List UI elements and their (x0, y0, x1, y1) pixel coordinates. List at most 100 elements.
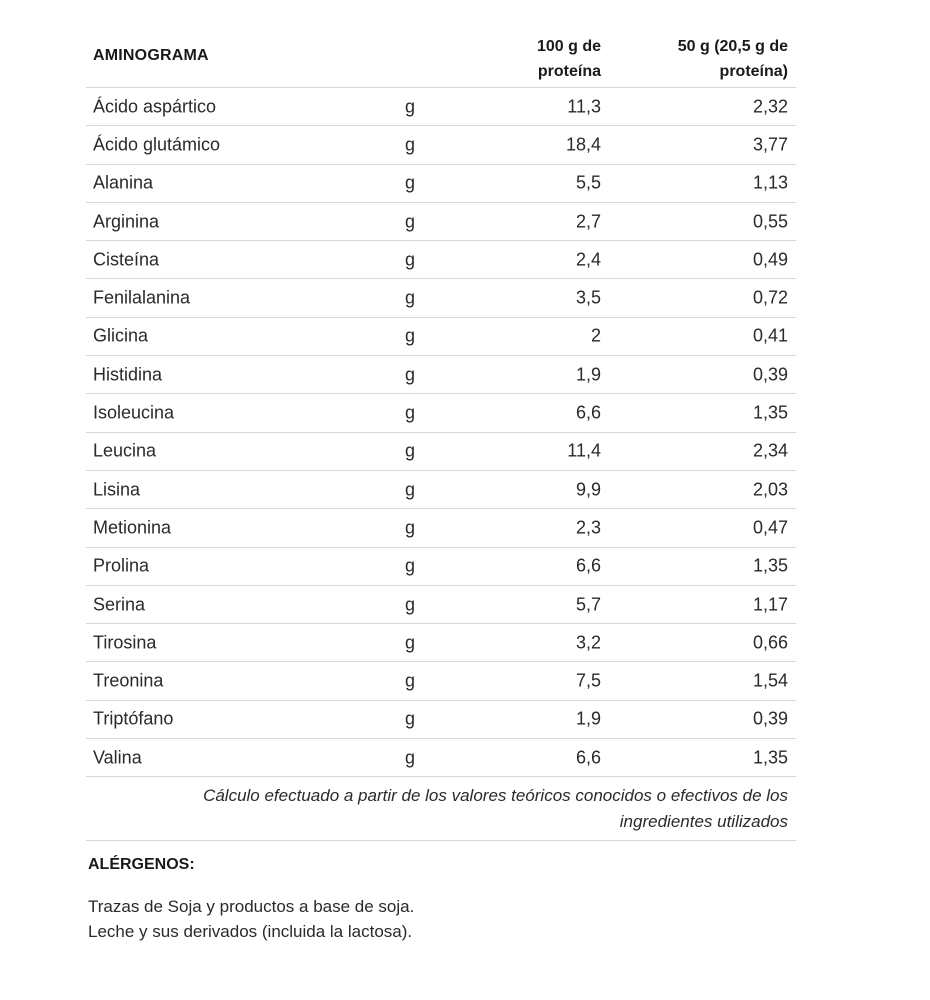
value-per-50g: 0,39 (752, 708, 788, 729)
value-per-100g: 11,3 (567, 96, 601, 117)
value-per-50g: 0,49 (752, 249, 788, 270)
table-row: Histidina g 1,9 0,39 (86, 356, 796, 395)
value-per-50g: 1,54 (752, 670, 788, 691)
value-per-50g: 0,39 (752, 364, 788, 385)
column-header-50g-line2: proteína) (719, 63, 788, 80)
table-row: Ácido aspártico g 11,3 2,32 (86, 88, 796, 127)
amino-acid-name: Triptófano (93, 708, 174, 729)
unit-cell: g (405, 632, 416, 653)
table-row: Lisina g 9,9 2,03 (86, 471, 796, 510)
value-per-100g: 11,4 (567, 440, 601, 461)
aminograma-table: AMINOGRAMA 100 g de proteína 50 g (20,5 … (86, 28, 796, 842)
value-per-100g: 6,6 (575, 747, 601, 768)
amino-acid-name: Tirosina (93, 632, 157, 653)
footnote-row: Cálculo efectuado a partir de los valore… (86, 777, 796, 842)
table-row: Triptófano g 1,9 0,39 (86, 701, 796, 740)
value-per-50g: 1,35 (752, 747, 788, 768)
unit-cell: g (405, 287, 416, 308)
value-per-100g: 3,5 (575, 287, 601, 308)
value-per-50g: 3,77 (752, 134, 788, 155)
column-header-100g-line2: proteína (537, 63, 601, 80)
amino-acid-name: Alanina (93, 172, 154, 193)
value-per-100g: 1,9 (575, 364, 601, 385)
amino-acid-name: Cisteína (93, 249, 160, 270)
allergens-title: ALÉRGENOS: (88, 856, 195, 873)
unit-cell: g (405, 364, 416, 385)
footnote-line-1: Cálculo efectuado a partir de los valore… (203, 786, 788, 806)
unit-cell: g (405, 555, 416, 576)
table-row: Alanina g 5,5 1,13 (86, 165, 796, 203)
value-per-100g: 2,7 (575, 211, 601, 232)
unit-cell: g (405, 517, 416, 538)
allergen-line-1: Trazas de Soja y productos a base de soj… (88, 897, 415, 916)
table-row: Fenilalanina g 3,5 0,72 (86, 279, 796, 318)
table-row: Metionina g 2,3 0,47 (86, 509, 796, 548)
value-per-50g: 1,13 (752, 172, 788, 193)
table-row: Arginina g 2,7 0,55 (86, 203, 796, 242)
table-row: Valina g 6,6 1,35 (86, 739, 796, 778)
amino-acid-name: Histidina (93, 364, 163, 385)
value-per-50g: 2,32 (752, 96, 788, 117)
unit-cell: g (405, 670, 416, 691)
value-per-100g: 6,6 (575, 402, 601, 423)
value-per-50g: 2,34 (752, 440, 788, 461)
value-per-50g: 1,35 (752, 402, 788, 423)
amino-acid-name: Lisina (93, 479, 141, 500)
value-per-100g: 2,3 (575, 517, 601, 538)
table-row: Treonina g 7,5 1,54 (86, 662, 796, 701)
unit-cell: g (405, 479, 416, 500)
amino-acid-name: Arginina (93, 211, 160, 232)
value-per-50g: 0,41 (752, 325, 788, 346)
amino-acid-name: Glicina (93, 325, 149, 346)
value-per-100g: 5,7 (575, 594, 601, 614)
table-row: Ácido glutámico g 18,4 3,77 (86, 126, 796, 165)
value-per-50g: 0,72 (752, 287, 788, 308)
amino-acid-name: Serina (93, 594, 146, 614)
unit-cell: g (405, 747, 416, 768)
table-row: Tirosina g 3,2 0,66 (86, 624, 796, 663)
table-row: Serina g 5,7 1,17 (86, 586, 796, 625)
value-per-50g: 0,66 (752, 632, 788, 653)
value-per-100g: 2,4 (575, 249, 601, 270)
amino-acid-name: Valina (93, 747, 142, 768)
amino-acid-name: Leucina (93, 440, 157, 461)
unit-cell: g (405, 594, 416, 614)
value-per-100g: 6,6 (575, 555, 601, 576)
amino-acid-name: Ácido glutámico (93, 134, 221, 155)
allergen-line-2: Leche y sus derivados (incluida la lacto… (88, 922, 413, 941)
aminograma-title: AMINOGRAMA (93, 47, 209, 64)
value-per-100g: 7,5 (575, 670, 601, 691)
column-header-100g: 100 g de proteína (451, 34, 601, 84)
value-per-100g: 18,4 (565, 134, 601, 155)
table-row: Isoleucina g 6,6 1,35 (86, 394, 796, 433)
table-row: Cisteína g 2,4 0,49 (86, 241, 796, 280)
value-per-50g: 0,47 (752, 517, 788, 538)
value-per-100g: 3,2 (575, 632, 601, 653)
value-per-100g: 2 (590, 325, 601, 346)
unit-cell: g (405, 134, 416, 155)
unit-cell: g (405, 211, 416, 232)
amino-acid-name: Metionina (93, 517, 172, 538)
amino-acid-name: Prolina (93, 555, 150, 576)
footnote-line-2: ingredientes utilizados (619, 812, 788, 832)
value-per-50g: 1,35 (752, 555, 788, 576)
amino-acid-name: Fenilalanina (93, 287, 191, 308)
unit-cell: g (405, 325, 416, 346)
table-row: Glicina g 2 0,41 (86, 318, 796, 357)
amino-acid-name: Ácido aspártico (93, 96, 217, 117)
aminograma-header: AMINOGRAMA 100 g de proteína 50 g (20,5 … (86, 28, 796, 88)
unit-cell: g (405, 708, 416, 729)
column-header-50g: 50 g (20,5 g de proteína) (608, 34, 788, 84)
table-row: Prolina g 6,6 1,35 (86, 548, 796, 586)
column-header-100g-line1: 100 g de (536, 38, 601, 55)
column-header-50g-line1: 50 g (20,5 g de (677, 38, 788, 55)
unit-cell: g (405, 402, 416, 423)
value-per-50g: 0,55 (752, 211, 788, 232)
value-per-100g: 9,9 (575, 479, 601, 500)
value-per-100g: 5,5 (575, 172, 601, 193)
unit-cell: g (405, 172, 416, 193)
amino-acid-name: Treonina (93, 670, 164, 691)
table-row: Leucina g 11,4 2,34 (86, 433, 796, 471)
calculation-footnote: Cálculo efectuado a partir de los valore… (128, 783, 788, 835)
